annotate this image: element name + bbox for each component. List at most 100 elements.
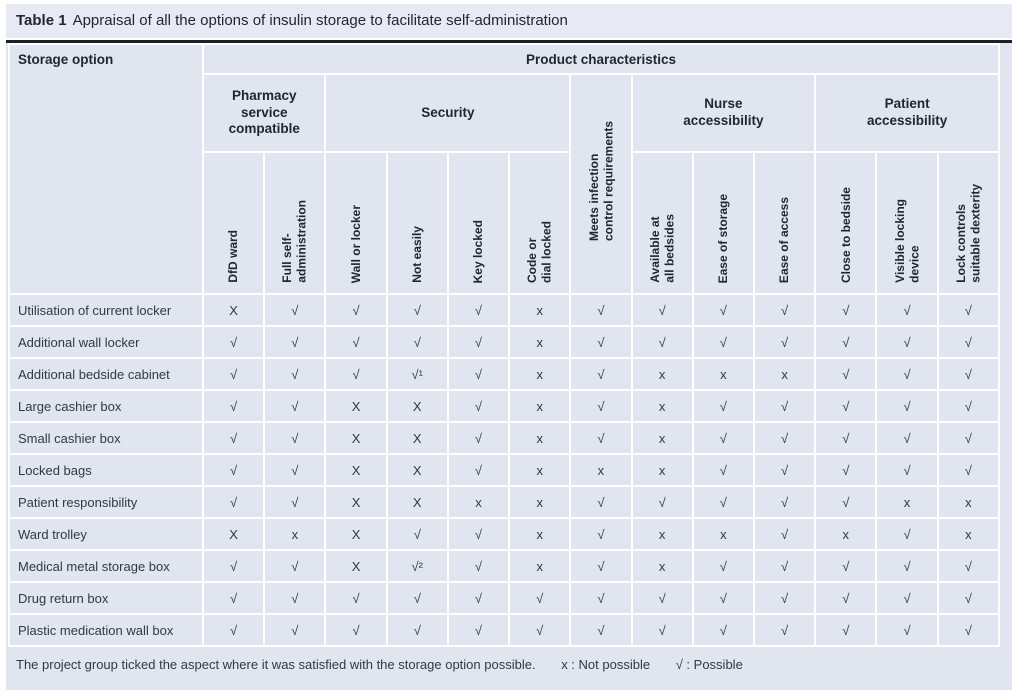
cell-value: √ (938, 295, 998, 325)
legend-possible: √ : Possible (675, 657, 743, 672)
table-title: Appraisal of all the options of insulin … (72, 12, 568, 29)
group-header-nurse: Nurse accessibility (632, 75, 815, 151)
cell-value: √ (816, 327, 876, 357)
cell-value: √ (387, 295, 447, 325)
table-row: Additional wall locker √ √ √ √ √ x √ √ √ √ √ √ √ (10, 327, 998, 357)
footnote: The project group ticked the aspect wher… (8, 647, 1000, 690)
cell-value: x (510, 423, 570, 453)
cell-value: √ (877, 295, 937, 325)
table-card: Table 1 Appraisal of all the options of i… (6, 4, 1012, 690)
column-header-label: Ease of storage (716, 193, 731, 283)
cell-value: √ (754, 615, 815, 645)
table-row: Plastic medication wall box √ √ √ √ √ √ √ √ √ √ √ √ √ (10, 615, 998, 645)
group-header-security: Security (326, 75, 570, 151)
cell-value: √ (204, 327, 264, 357)
table-row: Small cashier box √ √ X X √ x √ x √ √ √ √ √ (10, 423, 998, 453)
column-header-label: DfD ward (226, 230, 241, 283)
table-row: Utilisation of current locker X √ √ √ √ x √ √ √ √ √… (10, 295, 998, 325)
cell-value: x (510, 359, 570, 389)
cell-value: √ (204, 583, 264, 613)
row-label: Patient responsibility (10, 487, 202, 517)
cell-value: x (510, 455, 570, 485)
cell-value: x (571, 455, 631, 485)
cell-value: √ (571, 423, 631, 453)
cell-value: √ (448, 359, 509, 389)
caption-divider (6, 40, 1012, 43)
legend-not-possible: x : Not possible (561, 657, 651, 672)
cell-value: √ (754, 583, 815, 613)
table-row: Drug return box √ √ √ √ √ √ √ √ √ √ √ √ √ (10, 583, 998, 613)
cell-value: √ (816, 615, 876, 645)
cell-value: √ (204, 391, 264, 421)
cell-value: √ (938, 359, 998, 389)
cell-value: x (265, 519, 325, 549)
cell-value: √ (571, 519, 631, 549)
cell-value: √ (693, 391, 753, 421)
cell-value: √ (448, 327, 509, 357)
cell-value: √ (265, 327, 325, 357)
corner-header: Storage option (10, 45, 202, 293)
cell-value: √ (877, 327, 937, 357)
cell-value: √ (448, 583, 509, 613)
cell-value: √ (387, 615, 447, 645)
cell-value: √ (448, 295, 509, 325)
cell-value: X (204, 519, 264, 549)
table-row: Large cashier box √ √ X X √ x √ x √ √ √ √ √ (10, 391, 998, 421)
cell-value: √ (204, 455, 264, 485)
cell-value: x (448, 487, 509, 517)
cell-value: √ (938, 391, 998, 421)
column-header-label: Lock controls suitable dexterity (953, 184, 983, 283)
cell-value: √ (816, 391, 876, 421)
cell-value: √ (693, 295, 753, 325)
column-header-label: Ease of access (777, 196, 792, 283)
column-header-label: Key locked (471, 219, 486, 283)
cell-value: √ (877, 359, 937, 389)
cell-value: √ (754, 455, 815, 485)
row-label: Medical metal storage box (10, 551, 202, 581)
cell-value: √ (877, 583, 937, 613)
column-header: Ease of storage (693, 153, 753, 293)
cell-value: √ (326, 295, 386, 325)
cell-value: √ (693, 583, 753, 613)
cell-value: √ (632, 583, 692, 613)
cell-value: √ (571, 615, 631, 645)
column-header: Available at all bedsides (632, 153, 692, 293)
row-label: Locked bags (10, 455, 202, 485)
cell-value: √ (265, 359, 325, 389)
cell-value: √ (448, 455, 509, 485)
cell-value: x (632, 519, 692, 549)
cell-value: √ (326, 583, 386, 613)
cell-value: √ (204, 359, 264, 389)
cell-value: √ (571, 487, 631, 517)
group-header-pharmacy: Pharmacy service compatible (204, 75, 325, 151)
header-row-top: Storage option Product characteristics (10, 45, 998, 293)
cell-value: √ (816, 583, 876, 613)
cell-value: x (632, 423, 692, 453)
cell-value: X (387, 487, 447, 517)
row-label: Ward trolley (10, 519, 202, 549)
cell-value: √ (877, 615, 937, 645)
row-label: Drug return box (10, 583, 202, 613)
column-header-infection-control: Meets infection control requirements (571, 75, 631, 293)
cell-value: x (510, 551, 570, 581)
cell-value: √ (571, 295, 631, 325)
product-characteristics-header: Product characteristics (204, 45, 998, 73)
column-header-label: Visible locking device (892, 199, 922, 283)
column-header-label: Close to bedside (838, 186, 853, 283)
cell-value: √ (877, 519, 937, 549)
row-label: Utilisation of current locker (10, 295, 202, 325)
column-header-label: Not easily (410, 226, 425, 283)
cell-value: x (938, 519, 998, 549)
cell-value: √ (632, 615, 692, 645)
cell-value: √ (448, 391, 509, 421)
table-area: Storage option Product characteristics P… (6, 43, 1012, 690)
footnote-text: The project group ticked the aspect wher… (16, 657, 536, 672)
cell-value: √ (816, 359, 876, 389)
cell-value: √ (265, 423, 325, 453)
row-label: Large cashier box (10, 391, 202, 421)
column-header-label: Available at all bedsides (647, 214, 677, 283)
cell-value: √ (938, 327, 998, 357)
cell-value: √ (754, 423, 815, 453)
cell-value: X (326, 519, 386, 549)
